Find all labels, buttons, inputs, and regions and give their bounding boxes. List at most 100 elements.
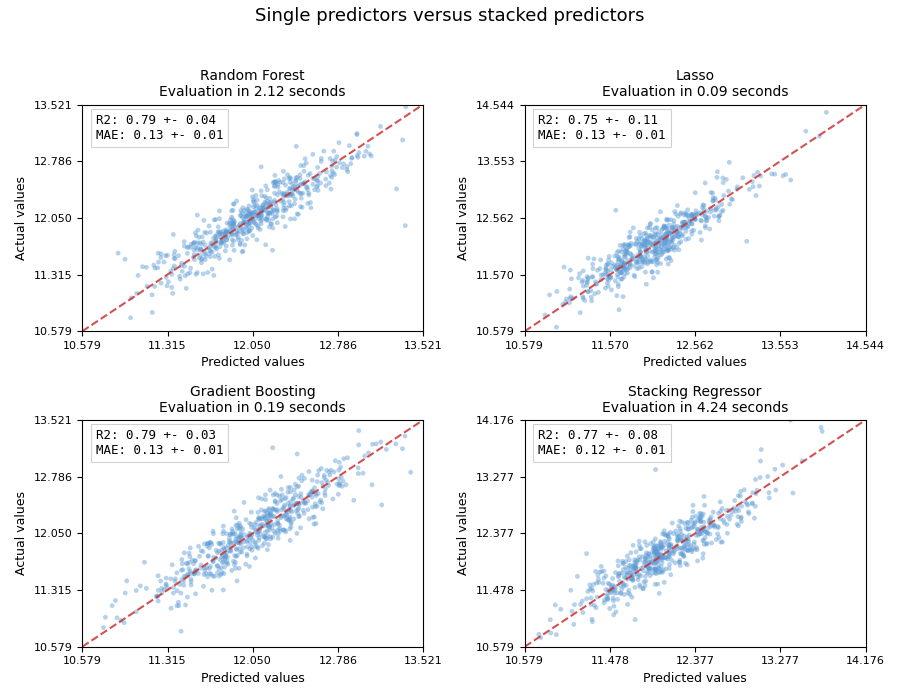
Point <box>648 229 662 240</box>
Point <box>346 495 361 506</box>
Point <box>225 239 239 251</box>
Point <box>641 250 655 261</box>
Point <box>251 525 266 536</box>
Point <box>634 241 649 252</box>
Point <box>662 228 677 239</box>
Point <box>632 243 646 254</box>
Point <box>271 517 285 528</box>
Point <box>624 564 638 575</box>
Point <box>296 178 310 190</box>
Point <box>212 249 226 260</box>
Point <box>685 209 699 220</box>
Point <box>627 569 642 580</box>
Point <box>251 209 266 220</box>
Point <box>723 199 737 210</box>
Point <box>644 256 659 267</box>
Point <box>604 272 618 284</box>
Point <box>235 546 249 557</box>
Point <box>673 222 688 233</box>
Point <box>188 227 202 238</box>
Point <box>361 141 375 152</box>
Point <box>257 512 272 523</box>
Point <box>642 563 656 574</box>
Point <box>333 462 347 473</box>
Point <box>243 207 257 218</box>
Point <box>734 516 749 527</box>
Point <box>651 267 665 278</box>
Point <box>648 464 662 475</box>
Point <box>670 226 684 237</box>
Point <box>195 231 210 242</box>
Point <box>390 183 404 195</box>
Point <box>227 198 241 209</box>
Point <box>624 568 638 579</box>
Point <box>730 181 744 193</box>
Point <box>665 223 680 234</box>
Point <box>157 256 171 267</box>
Point <box>288 489 302 500</box>
Point <box>622 241 636 253</box>
Point <box>350 128 365 139</box>
Point <box>248 522 262 533</box>
Point <box>209 230 223 241</box>
Point <box>213 231 228 242</box>
Point <box>612 575 626 587</box>
Point <box>292 511 306 522</box>
Point <box>611 254 625 265</box>
Point <box>611 555 625 566</box>
Point <box>693 513 707 524</box>
Point <box>241 531 256 542</box>
Point <box>310 171 325 182</box>
Point <box>256 202 271 214</box>
Point <box>638 536 652 547</box>
Point <box>288 479 302 490</box>
Point <box>640 239 654 251</box>
Point <box>188 242 202 253</box>
Point <box>194 244 208 255</box>
Point <box>319 475 333 486</box>
Point <box>399 102 413 113</box>
Point <box>257 191 272 202</box>
Point <box>308 184 322 195</box>
Point <box>603 264 617 275</box>
Point <box>236 524 250 535</box>
Point <box>672 554 687 566</box>
Point <box>638 245 652 256</box>
Point <box>671 231 686 242</box>
Point <box>589 602 603 613</box>
Point <box>613 259 627 270</box>
Point <box>219 224 233 235</box>
Point <box>173 274 187 285</box>
Point <box>270 189 284 200</box>
Point <box>275 177 290 188</box>
X-axis label: Predicted values: Predicted values <box>201 672 304 685</box>
Point <box>268 496 283 507</box>
Point <box>717 517 732 528</box>
Point <box>230 537 244 548</box>
Point <box>626 564 641 575</box>
Title: Stacking Regressor
Evaluation in 4.24 seconds: Stacking Regressor Evaluation in 4.24 se… <box>602 384 788 414</box>
Point <box>203 537 218 548</box>
Point <box>604 257 618 268</box>
Point <box>598 268 612 279</box>
Point <box>611 256 625 267</box>
Point <box>702 223 716 235</box>
Point <box>293 488 308 499</box>
Point <box>310 176 325 187</box>
Point <box>327 466 341 477</box>
Point <box>175 266 189 277</box>
Point <box>222 545 237 557</box>
Point <box>196 237 211 248</box>
Point <box>229 536 243 547</box>
Point <box>652 562 666 573</box>
Point <box>229 551 243 562</box>
Point <box>666 234 680 246</box>
Point <box>589 279 603 290</box>
Point <box>234 527 248 538</box>
Point <box>754 444 769 455</box>
Point <box>232 518 247 529</box>
Point <box>753 472 768 483</box>
Point <box>212 228 227 239</box>
Point <box>247 194 261 205</box>
Point <box>295 188 310 199</box>
